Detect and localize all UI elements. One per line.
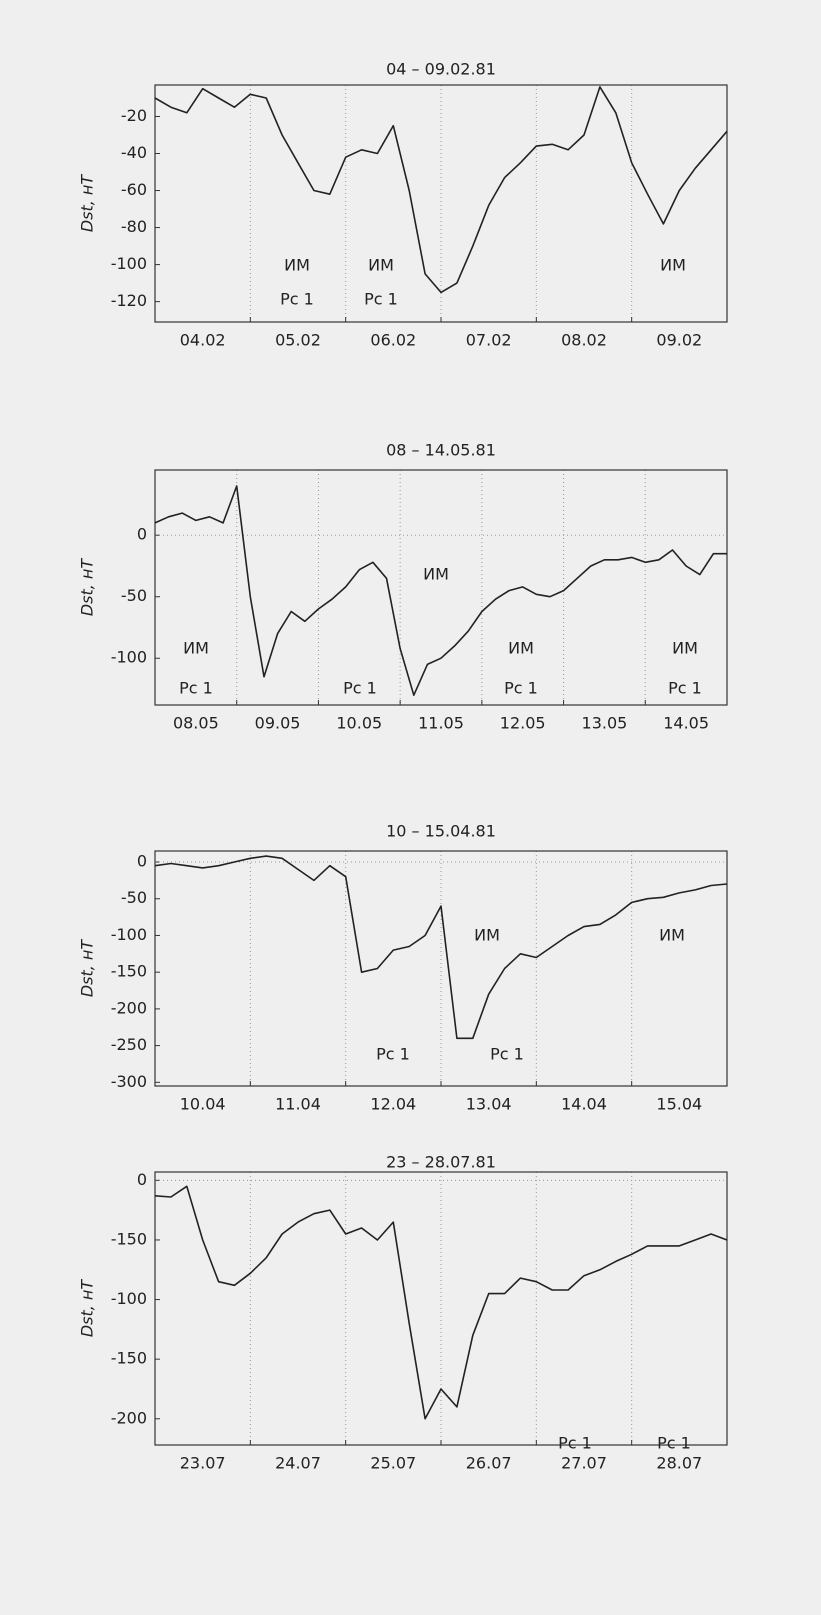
x-tick-label: 10.05 — [336, 714, 382, 733]
y-axis-label: Dst, нТ — [78, 1279, 97, 1338]
y-tick-label: -100 — [111, 648, 147, 667]
x-tick-label: 05.02 — [275, 331, 321, 350]
data-line — [154, 86, 728, 294]
x-tick-label: 28.07 — [656, 1454, 702, 1473]
data-line — [154, 855, 728, 1040]
y-tick-label: -40 — [121, 143, 147, 162]
plot-frame — [154, 469, 728, 706]
x-tick-label: 12.05 — [500, 714, 546, 733]
x-tick-label: 07.02 — [466, 331, 512, 350]
x-tick-label: 08.05 — [173, 714, 219, 733]
chart-title: 10 – 15.04.81 — [386, 822, 496, 841]
annotation: Рс 1 — [668, 679, 702, 698]
y-tick-label: -50 — [121, 586, 147, 605]
y-tick-label: -100 — [111, 1289, 147, 1308]
x-tick-label: 12.04 — [370, 1095, 416, 1114]
x-tick-label: 08.02 — [561, 331, 607, 350]
annotation: ИМ — [660, 256, 686, 275]
annotation: Рс 1 — [343, 679, 377, 698]
data-line — [154, 1185, 728, 1420]
chart-title: 23 – 28.07.81 — [386, 1153, 496, 1172]
annotation: Рс 1 — [179, 679, 213, 698]
y-tick-label: 0 — [137, 852, 147, 871]
x-tick-label: 11.04 — [275, 1095, 321, 1114]
x-tick-label: 06.02 — [370, 331, 416, 350]
annotation: Рс 1 — [376, 1045, 410, 1064]
annotation: Рс 1 — [657, 1434, 691, 1453]
x-tick-label: 09.02 — [656, 331, 702, 350]
y-tick-label: -200 — [111, 1408, 147, 1427]
x-tick-label: 13.05 — [582, 714, 628, 733]
annotation: Рс 1 — [504, 679, 538, 698]
y-tick-label: -20 — [121, 106, 147, 125]
x-tick-label: 27.07 — [561, 1454, 607, 1473]
y-tick-label: -250 — [111, 1035, 147, 1054]
y-tick-label: -150 — [111, 1349, 147, 1368]
data-line — [154, 485, 727, 697]
y-tick-label: -50 — [121, 888, 147, 907]
y-tick-label: -120 — [111, 291, 147, 310]
annotation: ИМ — [659, 926, 685, 945]
x-tick-label: 10.04 — [180, 1095, 226, 1114]
x-tick-label: 24.07 — [275, 1454, 321, 1473]
x-tick-label: 23.07 — [180, 1454, 226, 1473]
annotation: ИМ — [368, 256, 394, 275]
y-tick-label: -100 — [111, 925, 147, 944]
y-tick-label: -100 — [111, 254, 147, 273]
x-tick-label: 26.07 — [466, 1454, 512, 1473]
x-tick-label: 25.07 — [370, 1454, 416, 1473]
y-tick-label: -150 — [111, 962, 147, 981]
annotation: ИМ — [423, 565, 449, 584]
plot-frame — [154, 1171, 728, 1446]
plot-frame — [154, 84, 728, 323]
x-tick-label: 14.05 — [663, 714, 709, 733]
annotation: ИМ — [508, 639, 534, 658]
y-tick-label: 0 — [137, 1170, 147, 1189]
annotation: ИМ — [284, 256, 310, 275]
y-tick-label: 0 — [137, 525, 147, 544]
chart-title: 08 – 14.05.81 — [386, 441, 496, 460]
y-tick-label: -150 — [111, 1229, 147, 1248]
x-tick-label: 15.04 — [656, 1095, 702, 1114]
y-axis-label: Dst, нТ — [78, 558, 97, 617]
y-axis-label: Dst, нТ — [78, 174, 97, 233]
y-tick-label: -300 — [111, 1072, 147, 1091]
x-tick-label: 13.04 — [466, 1095, 512, 1114]
chart-title: 04 – 09.02.81 — [386, 60, 496, 79]
annotation: ИМ — [474, 926, 500, 945]
y-axis-label: Dst, нТ — [78, 939, 97, 998]
annotation: Рс 1 — [280, 290, 314, 309]
annotation: Рс 1 — [364, 290, 398, 309]
y-tick-label: -200 — [111, 998, 147, 1017]
annotation: ИМ — [672, 639, 698, 658]
plot-frame — [154, 850, 728, 1087]
x-tick-label: 04.02 — [180, 331, 226, 350]
x-tick-label: 14.04 — [561, 1095, 607, 1114]
x-tick-label: 09.05 — [255, 714, 301, 733]
annotation: Рс 1 — [558, 1434, 592, 1453]
y-tick-label: -60 — [121, 180, 147, 199]
y-tick-label: -80 — [121, 217, 147, 236]
x-tick-label: 11.05 — [418, 714, 464, 733]
annotation: ИМ — [183, 639, 209, 658]
annotation: Рс 1 — [490, 1045, 524, 1064]
